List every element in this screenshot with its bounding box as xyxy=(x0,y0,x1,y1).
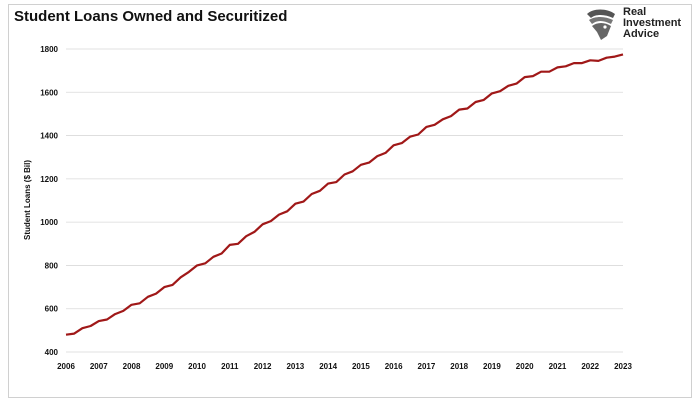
x-tick-label: 2015 xyxy=(352,362,370,371)
x-tick-label: 2006 xyxy=(57,362,75,371)
logo-line-1: Real xyxy=(623,6,647,18)
logo: Real Investment Advice xyxy=(583,4,693,44)
x-tick-label: 2012 xyxy=(254,362,272,371)
x-tick-label: 2008 xyxy=(123,362,141,371)
x-tick-label: 2020 xyxy=(516,362,534,371)
eagle-head-icon xyxy=(587,9,615,40)
x-tick-label: 2017 xyxy=(418,362,436,371)
y-tick-label: 800 xyxy=(45,261,59,270)
x-tick-label: 2022 xyxy=(581,362,599,371)
x-tick-label: 2018 xyxy=(450,362,468,371)
x-tick-label: 2016 xyxy=(385,362,403,371)
y-tick-label: 1800 xyxy=(40,45,58,54)
chart-title: Student Loans Owned and Securitized xyxy=(14,8,288,25)
x-tick-label: 2014 xyxy=(319,362,337,371)
logo-line-2: Investment xyxy=(623,17,682,29)
x-tick-label: 2013 xyxy=(286,362,304,371)
logo-text: Real Investment Advice xyxy=(623,7,681,40)
x-tick-label: 2010 xyxy=(188,362,206,371)
y-tick-label: 1600 xyxy=(40,88,58,97)
x-tick-label: 2019 xyxy=(483,362,501,371)
x-tick-label: 2009 xyxy=(155,362,173,371)
y-tick-label: 600 xyxy=(45,305,59,314)
x-tick-label: 2011 xyxy=(221,362,239,371)
x-tick-label: 2021 xyxy=(549,362,567,371)
y-tick-label: 1400 xyxy=(40,132,58,141)
y-tick-label: 1000 xyxy=(40,218,58,227)
y-axis-label: Student Loans ($ Bil) xyxy=(23,160,32,240)
y-tick-label: 1200 xyxy=(40,175,58,184)
x-tick-label: 2007 xyxy=(90,362,108,371)
chart-frame xyxy=(8,4,692,398)
logo-line-3: Advice xyxy=(623,28,660,40)
y-tick-label: 400 xyxy=(45,348,59,357)
x-tick-label: 2023 xyxy=(614,362,632,371)
series-line xyxy=(65,53,624,336)
